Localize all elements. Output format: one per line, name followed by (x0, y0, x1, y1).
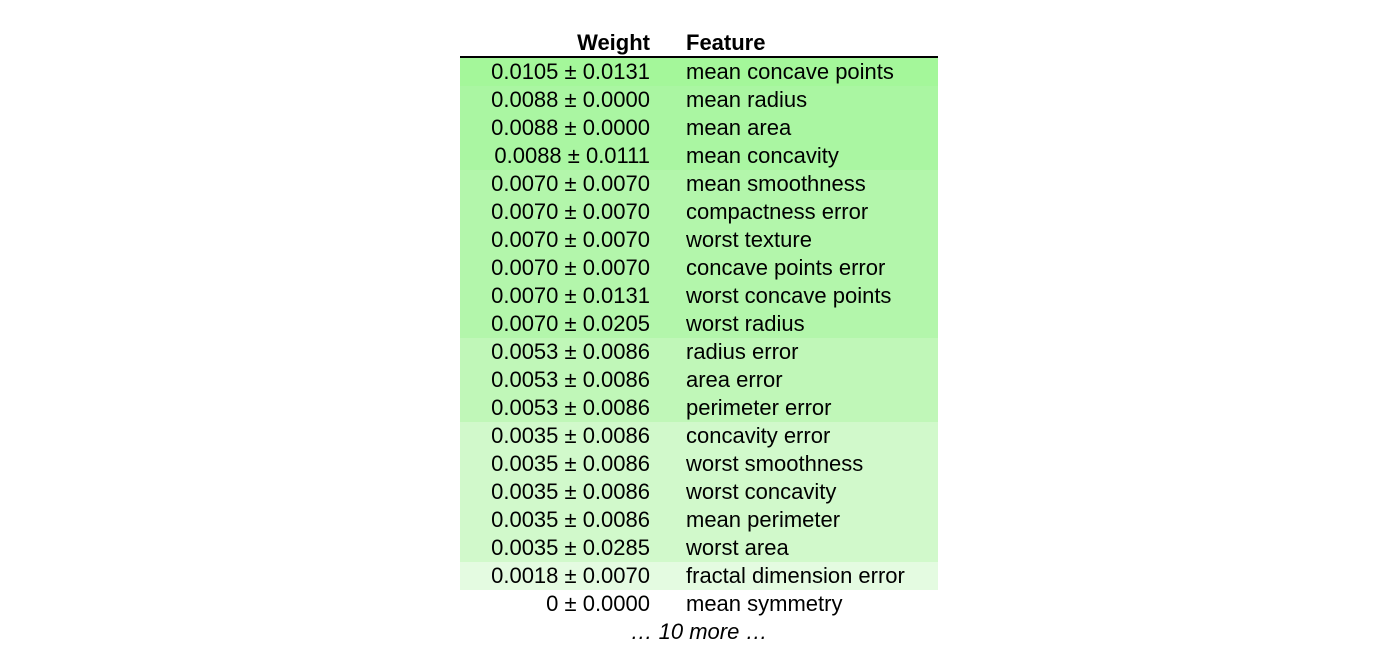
table-header-row: Weight Feature (460, 28, 938, 58)
weight-cell: 0.0035 ± 0.0086 (491, 423, 650, 448)
more-features-note: … 10 more … (630, 619, 768, 644)
table-row: 0.0105 ± 0.0131 mean concave points (460, 57, 938, 86)
feature-cell: mean concave points (686, 59, 894, 84)
table-row: 0 ± 0.0000 mean symmetry (460, 590, 938, 618)
feature-cell: mean area (686, 115, 792, 140)
feature-cell: concavity error (686, 423, 831, 448)
table-row: 0.0035 ± 0.0086 mean perimeter (460, 506, 938, 534)
table-row: 0.0035 ± 0.0285 worst area (460, 534, 938, 562)
weight-cell: 0.0105 ± 0.0131 (491, 59, 650, 84)
table-row: 0.0088 ± 0.0111 mean concavity (460, 142, 938, 170)
table-body: 0.0105 ± 0.0131 mean concave points 0.0088… (460, 57, 938, 646)
weight-cell: 0.0018 ± 0.0070 (491, 563, 650, 588)
table-row: 0.0035 ± 0.0086 concavity error (460, 422, 938, 450)
weight-cell: 0.0070 ± 0.0131 (491, 283, 650, 308)
weight-cell: 0.0053 ± 0.0086 (491, 367, 650, 392)
weight-cell: 0.0070 ± 0.0205 (491, 311, 650, 336)
feature-cell: radius error (686, 339, 799, 364)
feature-cell: compactness error (686, 199, 869, 224)
table-row: 0.0053 ± 0.0086 radius error (460, 338, 938, 366)
table-row: 0.0070 ± 0.0070 concave points error (460, 254, 938, 282)
feature-cell: worst concavity (686, 479, 837, 504)
feature-weights-table: Weight Feature 0.0105 ± 0.0131 mean conca… (460, 28, 938, 646)
weight-column-header: Weight (460, 28, 660, 58)
feature-cell: worst concave points (686, 283, 892, 308)
feature-cell: worst area (686, 535, 789, 560)
weight-cell: 0.0035 ± 0.0285 (491, 535, 650, 560)
more-row: … 10 more … (460, 618, 938, 646)
weight-cell: 0 ± 0.0000 (546, 591, 650, 616)
feature-cell: mean smoothness (686, 171, 866, 196)
table-row: 0.0070 ± 0.0205 worst radius (460, 310, 938, 338)
feature-cell: mean perimeter (686, 507, 841, 532)
weight-cell: 0.0035 ± 0.0086 (491, 451, 650, 476)
feature-column-header: Feature (660, 28, 938, 58)
table-row: 0.0018 ± 0.0070 fractal dimension error (460, 562, 938, 590)
table-row: 0.0053 ± 0.0086 perimeter error (460, 394, 938, 422)
feature-cell: worst smoothness (686, 451, 864, 476)
table-row: 0.0088 ± 0.0000 mean area (460, 114, 938, 142)
table-row: 0.0053 ± 0.0086 area error (460, 366, 938, 394)
weight-cell: 0.0053 ± 0.0086 (491, 339, 650, 364)
feature-cell: area error (686, 367, 783, 392)
table-row: 0.0070 ± 0.0070 worst texture (460, 226, 938, 254)
table-row: 0.0088 ± 0.0000 mean radius (460, 86, 938, 114)
weight-cell: 0.0088 ± 0.0000 (491, 87, 650, 112)
weight-cell: 0.0088 ± 0.0000 (491, 115, 650, 140)
feature-cell: mean symmetry (686, 591, 843, 616)
weight-cell: 0.0035 ± 0.0086 (491, 507, 650, 532)
weight-cell: 0.0070 ± 0.0070 (491, 171, 650, 196)
weight-cell: 0.0053 ± 0.0086 (491, 395, 650, 420)
feature-cell: fractal dimension error (686, 563, 905, 588)
weight-cell: 0.0070 ± 0.0070 (491, 255, 650, 280)
table-row: 0.0035 ± 0.0086 worst concavity (460, 478, 938, 506)
weight-cell: 0.0035 ± 0.0086 (491, 479, 650, 504)
table-row: 0.0070 ± 0.0070 compactness error (460, 198, 938, 226)
feature-cell: worst radius (686, 311, 805, 336)
table-row: 0.0070 ± 0.0131 worst concave points (460, 282, 938, 310)
weight-cell: 0.0070 ± 0.0070 (491, 199, 650, 224)
feature-cell: mean concavity (686, 143, 839, 168)
feature-cell: concave points error (686, 255, 886, 280)
table-row: 0.0035 ± 0.0086 worst smoothness (460, 450, 938, 478)
table-row: 0.0070 ± 0.0070 mean smoothness (460, 170, 938, 198)
weight-cell: 0.0070 ± 0.0070 (491, 227, 650, 252)
feature-cell: worst texture (686, 227, 812, 252)
feature-cell: perimeter error (686, 395, 832, 420)
feature-cell: mean radius (686, 87, 808, 112)
weight-cell: 0.0088 ± 0.0111 (494, 143, 650, 168)
